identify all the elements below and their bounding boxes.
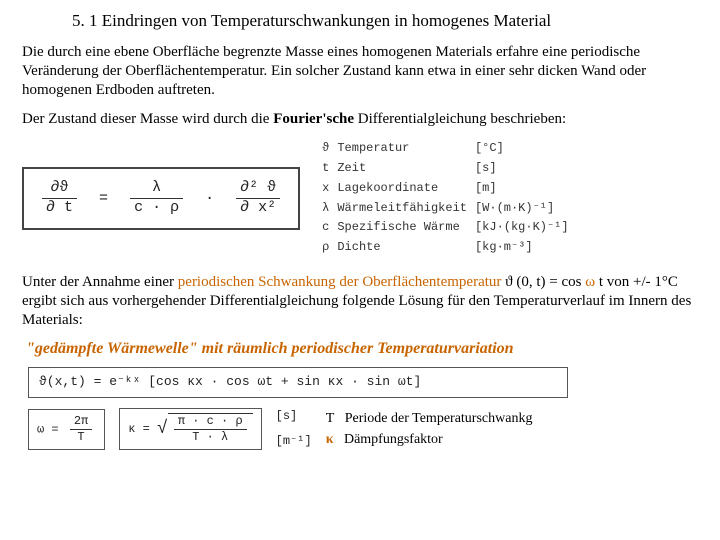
unit-s: [s] xyxy=(276,409,312,424)
wave-headline: "gedämpfte Wärmewelle" mit räumlich peri… xyxy=(26,339,702,359)
text: Differentialgleichung beschrieben: xyxy=(354,111,566,127)
text: Unter der Annahme einer xyxy=(22,274,178,290)
section-title: 5. 1 Eindringen von Temperaturschwankung… xyxy=(72,10,702,31)
equals: = xyxy=(99,191,108,208)
lhs-den: ∂ t xyxy=(42,199,77,218)
kappa-text: Dämpfungsfaktor xyxy=(344,432,443,447)
definition-column: T Periode der Temperaturschwankg κ Dämpf… xyxy=(326,406,533,453)
kappa-sqrt-num: π · c · ρ xyxy=(174,414,247,430)
rhs-den: ∂ x² xyxy=(236,199,280,218)
rhs-num: ∂² ϑ xyxy=(236,179,280,199)
unit-m: [m⁻¹] xyxy=(276,434,312,449)
text: Der Zustand dieser Masse wird durch die xyxy=(22,111,273,127)
fourier-name: Fourier'sche xyxy=(273,111,354,127)
omega-num: 2π xyxy=(70,414,92,430)
omega-symbol: ω xyxy=(585,274,595,290)
period-symbol: T xyxy=(326,411,335,426)
omega-lhs: ω = xyxy=(37,422,59,436)
period-text: Periode der Temperaturschwankg xyxy=(345,411,533,426)
fourier-row: ∂ϑ ∂ t = λ c · ρ · ∂² ϑ ∂ x² ϑTemperatur… xyxy=(22,138,702,259)
kappa-symbol: κ xyxy=(326,432,334,447)
assumption-paragraph: Unter der Annahme einer periodischen Sch… xyxy=(22,273,702,329)
dot: · xyxy=(205,191,214,208)
text: ϑ (0, t) = cos xyxy=(501,274,585,290)
kappa-sqrt-den: T · λ xyxy=(174,430,247,445)
solution-equation-box: ϑ(x,t) = e⁻ᵏˣ [cos κx · cos ωt + sin κx … xyxy=(28,367,568,397)
params-row: ω = 2π T κ = √ π · c · ρ T · λ [s] [m⁻¹]… xyxy=(28,406,702,453)
unit-column: [s] [m⁻¹] xyxy=(276,409,312,449)
lhs-num: ∂ϑ xyxy=(42,179,77,199)
fourier-equation-box: ∂ϑ ∂ t = λ c · ρ · ∂² ϑ ∂ x² xyxy=(22,167,300,230)
omega-box: ω = 2π T xyxy=(28,409,105,450)
fourier-intro: Der Zustand dieser Masse wird durch die … xyxy=(22,110,702,129)
mid-den: c · ρ xyxy=(130,199,183,218)
intro-paragraph: Die durch eine ebene Oberfläche begrenzt… xyxy=(22,43,702,99)
omega-den: T xyxy=(70,430,92,445)
kappa-box: κ = √ π · c · ρ T · λ xyxy=(119,408,261,450)
kappa-lhs: κ = xyxy=(128,422,150,436)
mid-num: λ xyxy=(130,179,183,199)
highlighted-assumption: periodischen Schwankung der Oberflächent… xyxy=(178,274,502,290)
symbol-legend: ϑTemperatur[°C] tZeit[s] xLagekoordinate… xyxy=(320,138,576,259)
